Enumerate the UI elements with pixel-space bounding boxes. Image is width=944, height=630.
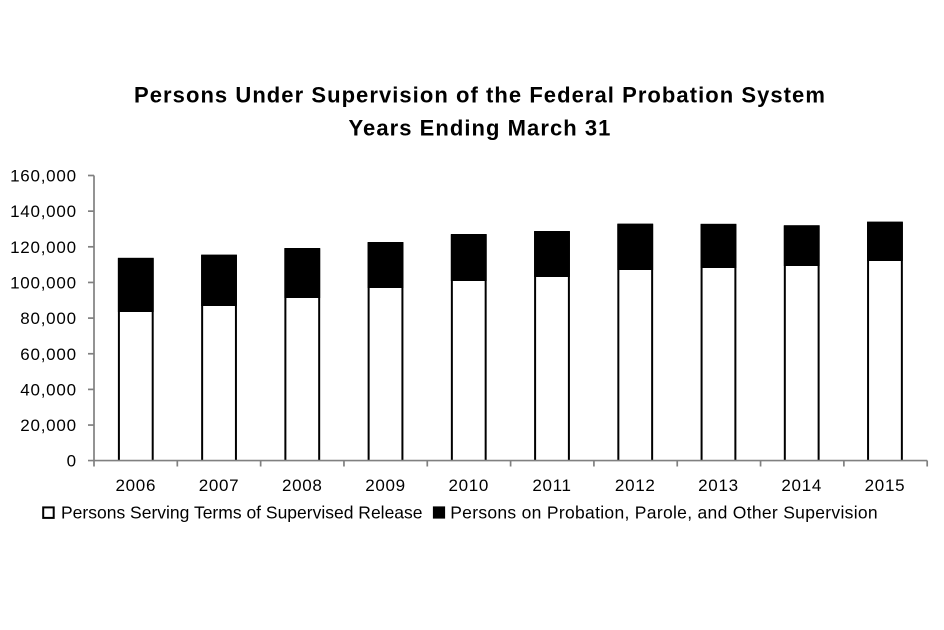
svg-text:120,000: 120,000 (10, 238, 77, 257)
svg-text:2014: 2014 (781, 476, 822, 495)
svg-text:2011: 2011 (532, 476, 571, 495)
svg-text:40,000: 40,000 (20, 380, 77, 399)
svg-text:2013: 2013 (698, 476, 739, 495)
svg-text:60,000: 60,000 (20, 345, 77, 364)
svg-text:2015: 2015 (865, 476, 906, 495)
svg-text:2012: 2012 (615, 476, 656, 495)
svg-text:2006: 2006 (115, 476, 156, 495)
svg-text:100,000: 100,000 (10, 273, 77, 292)
svg-text:160,000: 160,000 (10, 167, 77, 186)
svg-text:140,000: 140,000 (10, 202, 77, 221)
svg-text:Years Ending March 31: Years Ending March 31 (349, 115, 612, 140)
svg-text:Persons Under Supervision of t: Persons Under Supervision of the Federal… (134, 83, 826, 108)
svg-text:2010: 2010 (448, 476, 489, 495)
svg-text:2007: 2007 (199, 476, 240, 495)
svg-text:20,000: 20,000 (20, 416, 77, 435)
svg-text:0: 0 (67, 452, 77, 471)
svg-text:Persons Serving Terms of Super: Persons Serving Terms of Supervised Rele… (61, 503, 423, 523)
svg-text:80,000: 80,000 (20, 309, 77, 328)
svg-text:2009: 2009 (365, 476, 406, 495)
svg-text:Persons on Probation, Parole,: Persons on Probation, Parole, and Other … (450, 503, 878, 523)
svg-text:2008: 2008 (282, 476, 323, 495)
